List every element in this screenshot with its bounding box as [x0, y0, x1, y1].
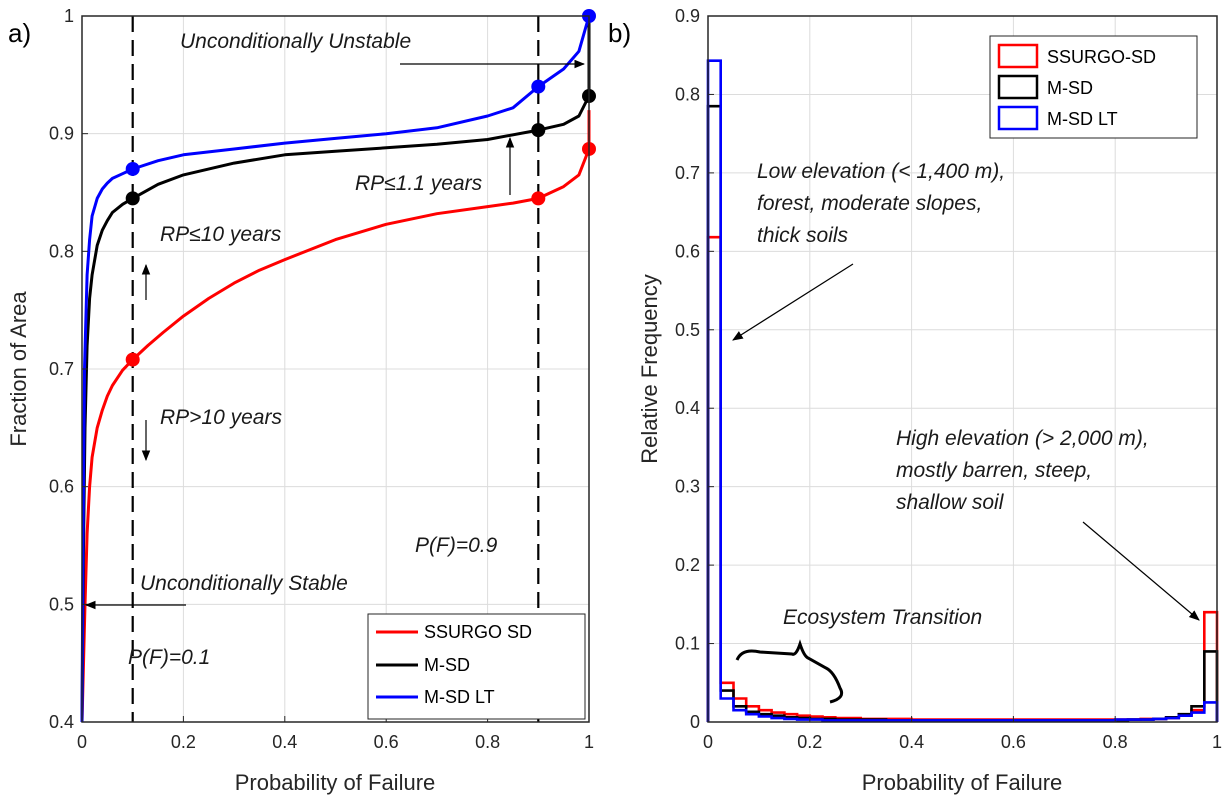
series-marker-m-sd-lt-1: [531, 79, 546, 94]
annotation-unconditionally-stable: Unconditionally Stable: [140, 572, 348, 595]
legend-b-swatch-msd: [997, 74, 1039, 100]
annotation-unconditionally-unstable: Unconditionally Unstable: [180, 30, 411, 53]
legend-b-label-ssurgo: SSURGO-SD: [1047, 47, 1156, 67]
panel-a-reference-lines: [131, 16, 540, 722]
annotation-rp-le-10: RP≤10 years: [160, 223, 282, 246]
panel-a-y-tick-label: 0.6: [49, 477, 74, 497]
panel-a-markers: [125, 9, 596, 367]
panel-b-legend-box: [989, 35, 1198, 139]
panel-b-x-tick-label: 1: [1212, 732, 1222, 752]
panel-a-x-tick-label: 1: [584, 732, 594, 752]
series-marker-ssurgo-sd-0: [125, 352, 140, 367]
panel-b-y-tick-label: 0.8: [675, 84, 700, 104]
annotation-rp-le-1-1: RP≤1.1 years: [355, 172, 483, 195]
annotation-rp-gt-10: RP>10 years: [160, 406, 282, 429]
panel-b-y-tick-label: 0.3: [675, 477, 700, 497]
panel-b-x-tick-label: 0.8: [1103, 732, 1128, 752]
panel-a-y-tick-label: 0.5: [49, 594, 74, 614]
arrow-low-elevation: [732, 263, 854, 341]
series-marker-m-sd-0: [125, 191, 140, 206]
panel-b-axes-box: [707, 15, 1218, 723]
annotation-ecosystem-transition: Ecosystem Transition: [783, 606, 982, 629]
panel-b-legend: SSURGO-SD M-SD M-SD LT: [989, 35, 1198, 139]
panel-a-label: a): [8, 18, 31, 48]
legend-b-swatch-msdlt: [997, 105, 1039, 131]
panel-a-x-tick-label: 0.2: [171, 732, 196, 752]
series-line-m-sd-lt: [80, 15, 591, 723]
panel-b-x-tick-label: 0.4: [899, 732, 924, 752]
panel-b-label: b): [608, 18, 631, 48]
panel-a: a) 0 0.2 0.4 0.6 0.8 1 0.4 0.5 0.6 0.7 0.8 0.9 1 Pr…: [6, 6, 596, 795]
panel-b-y-tick-label: 0.2: [675, 555, 700, 575]
panel-a-x-ticks: 0 0.2 0.4 0.6 0.8 1: [77, 716, 594, 752]
legend-b-label-msd: M-SD: [1047, 78, 1093, 98]
annotation-high-elevation-line-2: mostly barren, steep,: [896, 459, 1092, 482]
panel-b-x-ticks: 0 0.2 0.4 0.6 0.8 1: [703, 716, 1222, 752]
panel-b-y-tick-label: 0.1: [675, 634, 700, 654]
panel-a-y-tick-label: 0.8: [49, 241, 74, 261]
panel-a-y-ticks: 0.4 0.5 0.6 0.7 0.8 0.9 1: [49, 6, 88, 732]
panel-b-y-tick-label: 0.6: [675, 241, 700, 261]
series-marker-ssurgo-sd-1: [531, 191, 546, 206]
brace-ecosystem-transition: [735, 639, 844, 704]
panel-a-x-tick-label: 0.4: [272, 732, 297, 752]
panel-b-x-axis-label: Probability of Failure: [862, 770, 1063, 795]
annotation-low-elevation-line-1: Low elevation (< 1,400 m),: [757, 160, 1005, 183]
panel-b-x-tick-label: 0.6: [1001, 732, 1026, 752]
panel-a-y-tick-label: 0.9: [49, 124, 74, 144]
panel-b: b) 0 0.2 0.4 0.6 0.8 1 0 0.1 0.2 0.3 0.4 0.5 0.6 0.7…: [608, 6, 1222, 795]
panel-b-series: [706, 59, 1219, 722]
panel-a-x-axis-label: Probability of Failure: [235, 770, 436, 795]
panel-b-y-axis-label: Relative Frequency: [637, 274, 662, 464]
panel-a-y-tick-label: 1: [64, 6, 74, 26]
series-line-ssurgo-sd: [80, 110, 591, 723]
annotation-low-elevation-line-2: forest, moderate slopes,: [757, 192, 982, 215]
annotation-low-elevation-line-3: thick soils: [757, 224, 849, 247]
panel-a-y-axis-label: Fraction of Area: [6, 291, 31, 447]
panel-a-x-tick-label: 0: [77, 732, 87, 752]
series-marker-m-sd-lt-0: [125, 161, 140, 176]
annotation-high-elevation-line-1: High elevation (> 2,000 m),: [896, 427, 1149, 450]
panel-b-y-tick-label: 0.9: [675, 6, 700, 26]
label-pf-0-9: P(F)=0.9: [415, 534, 498, 557]
arrow-high-elevation: [1082, 521, 1200, 621]
panel-b-x-tick-label: 0: [703, 732, 713, 752]
panel-a-grid: [81, 15, 590, 723]
panel-b-y-tick-label: 0: [690, 712, 700, 732]
legend-b-swatch-ssurgo: [997, 43, 1039, 69]
panel-a-x-tick-label: 0.6: [374, 732, 399, 752]
histogram-m-sd-lt: [706, 59, 1219, 722]
panel-a-y-tick-label: 0.7: [49, 359, 74, 379]
label-pf-0-1: P(F)=0.1: [128, 646, 210, 669]
annotation-high-elevation-line-3: shallow soil: [896, 491, 1005, 514]
panel-a-x-tick-label: 0.8: [475, 732, 500, 752]
panel-b-y-ticks: 0 0.1 0.2 0.3 0.4 0.5 0.6 0.7 0.8 0.9: [675, 6, 714, 732]
panel-a-legend: SSURGO SD M-SD M-SD LT: [367, 613, 586, 720]
series-marker-m-sd-1: [531, 123, 546, 138]
legend-b-label-msdlt: M-SD LT: [1047, 109, 1118, 129]
panel-b-y-tick-label: 0.4: [675, 398, 700, 418]
panel-b-y-tick-label: 0.5: [675, 320, 700, 340]
panel-a-y-tick-label: 0.4: [49, 712, 74, 732]
legend-a-label-ssurgo: SSURGO SD: [424, 622, 532, 642]
legend-a-label-msdlt: M-SD LT: [424, 687, 495, 707]
panel-b-x-tick-label: 0.2: [797, 732, 822, 752]
panel-b-y-tick-label: 0.7: [675, 163, 700, 183]
legend-a-label-msd: M-SD: [424, 655, 470, 675]
